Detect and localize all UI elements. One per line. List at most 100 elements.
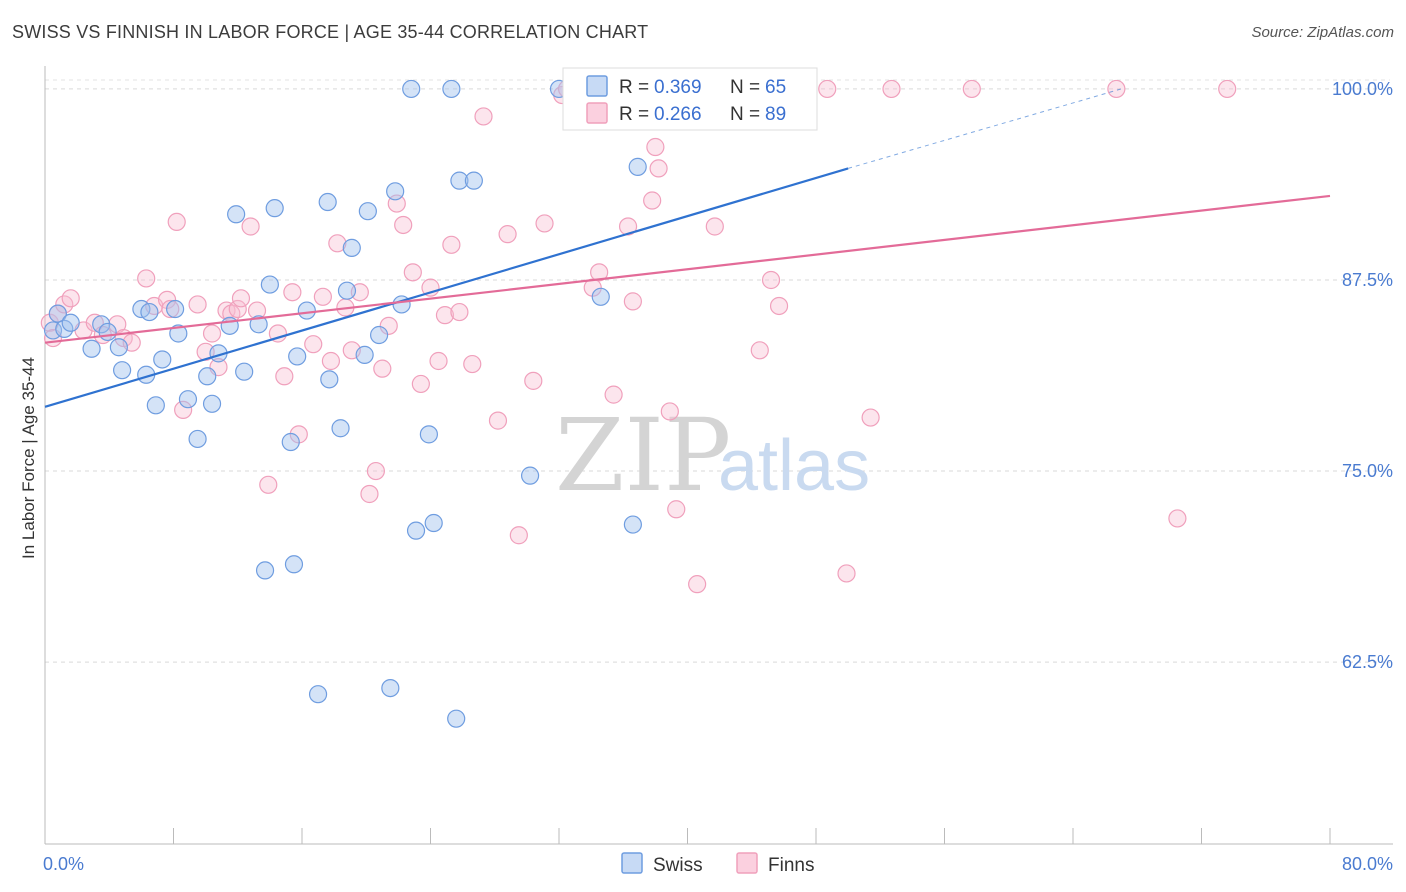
finns-point: [411, 374, 430, 394]
swiss-point: [520, 466, 540, 485]
finns-point: [450, 302, 469, 322]
finns-point: [403, 263, 422, 282]
swiss-point: [260, 275, 279, 294]
swiss-point: [188, 429, 207, 449]
swiss-point: [318, 192, 337, 212]
legend-n-value-finns: 89: [765, 104, 786, 125]
tick-labels: 100.0% 87.5% 75.0% 62.5% 0.0% 80.0%: [43, 79, 1393, 874]
finns-point: [688, 575, 707, 594]
swiss-point: [227, 205, 246, 224]
legend-r-label-finns: R =: [619, 104, 649, 125]
legend-swatch-finns: [586, 102, 608, 124]
y-tick-label: 87.5%: [1342, 270, 1393, 290]
legend-bottom-swatch-finns: [736, 852, 758, 874]
legend-r-value-swiss: 0.369: [654, 77, 702, 98]
swiss-point: [249, 315, 268, 334]
finns-point: [429, 351, 448, 371]
trend-lines: [44, 88, 1331, 408]
swiss-point: [320, 370, 339, 389]
finns-point: [231, 289, 251, 308]
finns-point: [228, 299, 247, 319]
swiss-point: [297, 301, 316, 320]
swiss-trend-line: [44, 167, 849, 408]
swiss-point: [61, 313, 80, 332]
finns-point: [623, 292, 642, 311]
swiss-point: [331, 419, 350, 438]
finns-point: [275, 367, 294, 386]
swiss-point: [48, 304, 67, 323]
finns-point: [769, 296, 789, 316]
finns-point: [328, 234, 347, 253]
finns-point: [259, 475, 278, 494]
swiss-point: [419, 425, 438, 444]
chart-title: SWISS VS FINNISH IN LABOR FORCE | AGE 35…: [12, 22, 649, 42]
finns-point: [604, 385, 623, 404]
swiss-point: [281, 432, 300, 452]
finns-point: [174, 400, 193, 420]
finns-point: [618, 217, 638, 236]
y-tick-label: 62.5%: [1342, 652, 1393, 672]
y-tick-label: 75.0%: [1342, 461, 1393, 481]
finns-point: [667, 500, 686, 519]
swiss-point: [198, 367, 217, 386]
finns-point: [882, 79, 901, 99]
x-tick-label: 0.0%: [43, 854, 84, 874]
finns-point: [188, 295, 207, 314]
swiss-point: [442, 79, 461, 99]
swiss-point: [166, 299, 185, 319]
finns-point: [463, 354, 482, 374]
finns-point: [818, 79, 837, 99]
finns-point: [646, 137, 665, 157]
y-tick-label: 100.0%: [1332, 79, 1393, 99]
swiss-point: [358, 202, 377, 221]
finns-point: [649, 159, 668, 178]
finns-point: [304, 335, 323, 354]
finns-point: [161, 299, 180, 319]
swiss-point: [109, 338, 128, 357]
swiss-point: [146, 396, 165, 415]
swiss-point: [450, 171, 469, 190]
swiss-point: [308, 685, 328, 704]
finns-point: [313, 287, 332, 306]
finns-trend-line: [44, 194, 1331, 344]
swiss-point: [235, 362, 254, 381]
finns-point: [366, 461, 385, 481]
finns-point: [373, 359, 392, 378]
swiss-point: [386, 182, 405, 201]
finns-point: [962, 79, 981, 99]
finns-point: [167, 212, 186, 232]
swiss-point: [112, 361, 132, 380]
swiss-point: [140, 302, 159, 322]
finns-point: [1168, 509, 1187, 528]
swiss-point: [342, 238, 361, 257]
finns-point: [241, 217, 260, 236]
swiss-point: [92, 315, 111, 334]
finns-point: [137, 269, 156, 288]
finns-point: [321, 351, 341, 371]
series-finns-points: [40, 79, 1237, 594]
legend-stats: R = 0.369 N = 65 R = 0.266 N = 89: [562, 67, 818, 131]
finns-point: [590, 263, 609, 282]
finns-point: [360, 484, 379, 504]
x-tick-label: 80.0%: [1342, 854, 1393, 874]
swiss-point: [169, 324, 188, 343]
legend-swatch-swiss: [586, 75, 608, 97]
series-swiss-points: [43, 79, 813, 728]
finns-point: [861, 408, 880, 427]
swiss-point: [623, 515, 642, 534]
swiss-trend-extension: [847, 88, 1122, 169]
legend-n-value-swiss: 65: [765, 77, 786, 98]
finns-point: [1107, 79, 1126, 99]
swiss-point: [381, 678, 400, 698]
legend-bottom-label-finns: Finns: [768, 855, 814, 876]
swiss-point: [402, 79, 421, 99]
finns-point: [474, 107, 493, 126]
swiss-point: [591, 287, 610, 306]
swiss-point: [628, 157, 647, 176]
finns-point: [660, 402, 679, 421]
legend-series: Swiss Finns: [621, 852, 814, 876]
swiss-point: [265, 199, 284, 218]
finns-point: [498, 225, 517, 244]
swiss-point: [370, 325, 389, 345]
